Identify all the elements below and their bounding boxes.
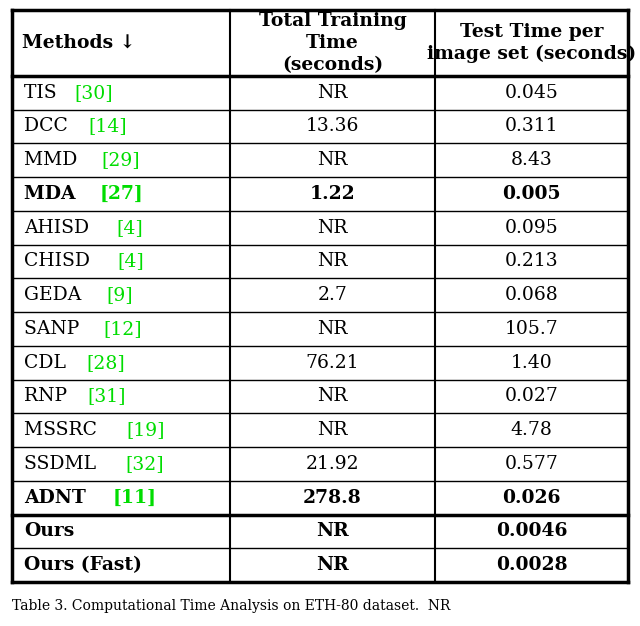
Text: SANP: SANP bbox=[24, 320, 85, 338]
Text: 21.92: 21.92 bbox=[306, 455, 359, 473]
Text: 105.7: 105.7 bbox=[504, 320, 558, 338]
Text: 0.311: 0.311 bbox=[505, 118, 558, 135]
Text: [31]: [31] bbox=[88, 387, 126, 406]
Text: [9]: [9] bbox=[106, 286, 132, 304]
Text: TIS: TIS bbox=[24, 84, 63, 101]
Text: [12]: [12] bbox=[104, 320, 142, 338]
Text: [11]: [11] bbox=[113, 489, 157, 506]
Text: CDL: CDL bbox=[24, 354, 72, 372]
Text: NR: NR bbox=[317, 218, 348, 237]
Text: [28]: [28] bbox=[86, 354, 125, 372]
Text: [30]: [30] bbox=[74, 84, 113, 101]
Text: 13.36: 13.36 bbox=[306, 118, 359, 135]
Text: RNP: RNP bbox=[24, 387, 73, 406]
Text: NR: NR bbox=[317, 151, 348, 169]
Text: 0.068: 0.068 bbox=[504, 286, 558, 304]
Text: NR: NR bbox=[317, 252, 348, 270]
Text: Methods ↓: Methods ↓ bbox=[22, 34, 136, 52]
Text: 0.577: 0.577 bbox=[504, 455, 559, 473]
Text: 76.21: 76.21 bbox=[306, 354, 359, 372]
Text: NR: NR bbox=[317, 84, 348, 101]
Text: 2.7: 2.7 bbox=[317, 286, 348, 304]
Text: 4.78: 4.78 bbox=[511, 421, 552, 439]
Text: 278.8: 278.8 bbox=[303, 489, 362, 506]
Text: [14]: [14] bbox=[89, 118, 127, 135]
Text: SSDML: SSDML bbox=[24, 455, 102, 473]
Text: Ours: Ours bbox=[24, 522, 74, 540]
Text: [29]: [29] bbox=[101, 151, 140, 169]
Text: 0.095: 0.095 bbox=[504, 218, 558, 237]
Text: Total Training
Time
(seconds): Total Training Time (seconds) bbox=[259, 12, 406, 74]
Text: 0.045: 0.045 bbox=[504, 84, 559, 101]
Text: DCC: DCC bbox=[24, 118, 74, 135]
Text: Table 3. Computational Time Analysis on ETH-80 dataset.  NR: Table 3. Computational Time Analysis on … bbox=[12, 599, 451, 613]
Text: 0.0046: 0.0046 bbox=[496, 522, 567, 540]
Text: GEDA: GEDA bbox=[24, 286, 87, 304]
Text: 0.213: 0.213 bbox=[505, 252, 558, 270]
Text: [32]: [32] bbox=[125, 455, 164, 473]
Text: 8.43: 8.43 bbox=[511, 151, 552, 169]
Text: NR: NR bbox=[316, 522, 349, 540]
Text: 1.22: 1.22 bbox=[310, 185, 355, 203]
Text: [27]: [27] bbox=[99, 185, 143, 203]
Text: Ours (Fast): Ours (Fast) bbox=[24, 556, 142, 574]
Text: [4]: [4] bbox=[118, 252, 144, 270]
Text: MMD: MMD bbox=[24, 151, 83, 169]
Text: NR: NR bbox=[317, 320, 348, 338]
Text: 0.027: 0.027 bbox=[504, 387, 559, 406]
Text: 1.40: 1.40 bbox=[511, 354, 552, 372]
Text: 0.026: 0.026 bbox=[502, 489, 561, 506]
Text: CHISD: CHISD bbox=[24, 252, 96, 270]
Text: [4]: [4] bbox=[116, 218, 143, 237]
Text: [19]: [19] bbox=[127, 421, 165, 439]
Text: Test Time per
image set (seconds): Test Time per image set (seconds) bbox=[427, 23, 636, 63]
Text: NR: NR bbox=[317, 387, 348, 406]
Text: AHISD: AHISD bbox=[24, 218, 95, 237]
Text: MDA: MDA bbox=[24, 185, 82, 203]
Text: 0.005: 0.005 bbox=[502, 185, 561, 203]
Text: 0.0028: 0.0028 bbox=[496, 556, 567, 574]
Text: MSSRC: MSSRC bbox=[24, 421, 103, 439]
Text: ADNT: ADNT bbox=[24, 489, 92, 506]
Text: NR: NR bbox=[317, 421, 348, 439]
Text: NR: NR bbox=[316, 556, 349, 574]
